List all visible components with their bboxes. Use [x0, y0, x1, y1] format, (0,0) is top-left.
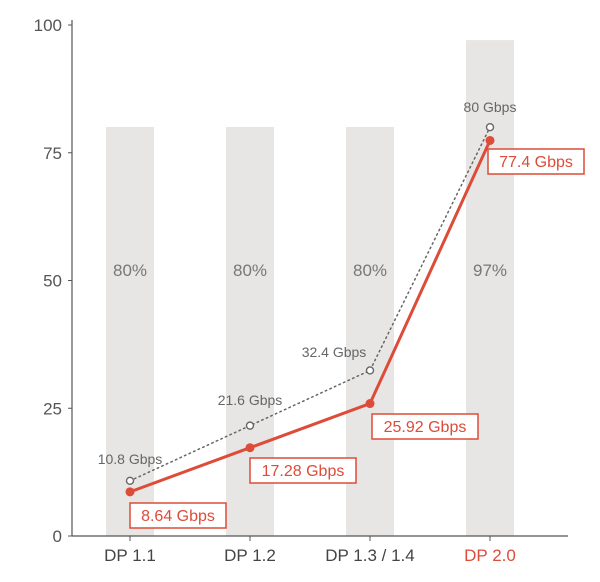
raw-rate-point [485, 122, 495, 132]
x-tick-label: DP 2.0 [464, 546, 516, 565]
effective-rate-line [129, 139, 492, 494]
effective-rate-point [365, 399, 375, 409]
effective-rate-label-box [249, 457, 357, 484]
effective-rate-label: 17.28 Gbps [262, 463, 345, 480]
raw-rate-label: 32.4 Gbps [302, 344, 367, 360]
effective-rate-point [485, 135, 495, 145]
raw-rate-point [245, 421, 255, 430]
effective-rate-series: 8.64 Gbps 17.28 Gbps 25.92 Gbps 77.4 Gbps [125, 135, 585, 529]
x-tick-label: DP 1.3 / 1.4 [325, 546, 414, 565]
y-tick-label: 0 [53, 527, 62, 546]
y-tick-label: 100 [34, 16, 62, 35]
raw-rate-point [365, 366, 375, 375]
effective-rate-label: 8.64 Gbps [141, 508, 215, 525]
effective-rate-label: 77.4 Gbps [499, 154, 573, 171]
efficiency-bar-label: 97% [473, 261, 507, 280]
axes: 0 25 50 75 100 DP 1.1 DP 1.2 DP 1.3 / 1.4 DP 2.0 [34, 16, 568, 565]
efficiency-bar [466, 40, 514, 537]
efficiency-bar [106, 127, 154, 536]
raw-rate-label: 80 Gbps [464, 99, 517, 115]
effective-rate-label-box [371, 413, 479, 440]
raw-rate-series: 10.8 Gbps 21.6 Gbps 32.4 Gbps 80 Gbps [98, 99, 517, 486]
effective-rate-point [245, 443, 255, 453]
y-tick-label: 75 [43, 144, 62, 163]
raw-rate-label: 10.8 Gbps [98, 451, 163, 467]
effective-rate-label-box [129, 502, 227, 529]
raw-rate-point [125, 476, 135, 486]
efficiency-bar-label: 80% [353, 261, 387, 280]
effective-rate-label: 25.92 Gbps [384, 419, 467, 436]
y-tick-label: 50 [43, 272, 62, 291]
raw-rate-line [129, 126, 491, 482]
x-tick-label: DP 1.1 [104, 546, 156, 565]
y-tick-label: 25 [43, 399, 62, 418]
efficiency-bar-label: 80% [233, 261, 267, 280]
effective-rate-point [125, 487, 135, 497]
efficiency-bar-label: 80% [113, 261, 147, 280]
effective-rate-label-box [487, 148, 585, 175]
raw-rate-label: 21.6 Gbps [218, 392, 283, 408]
x-tick-label: DP 1.2 [224, 546, 276, 565]
